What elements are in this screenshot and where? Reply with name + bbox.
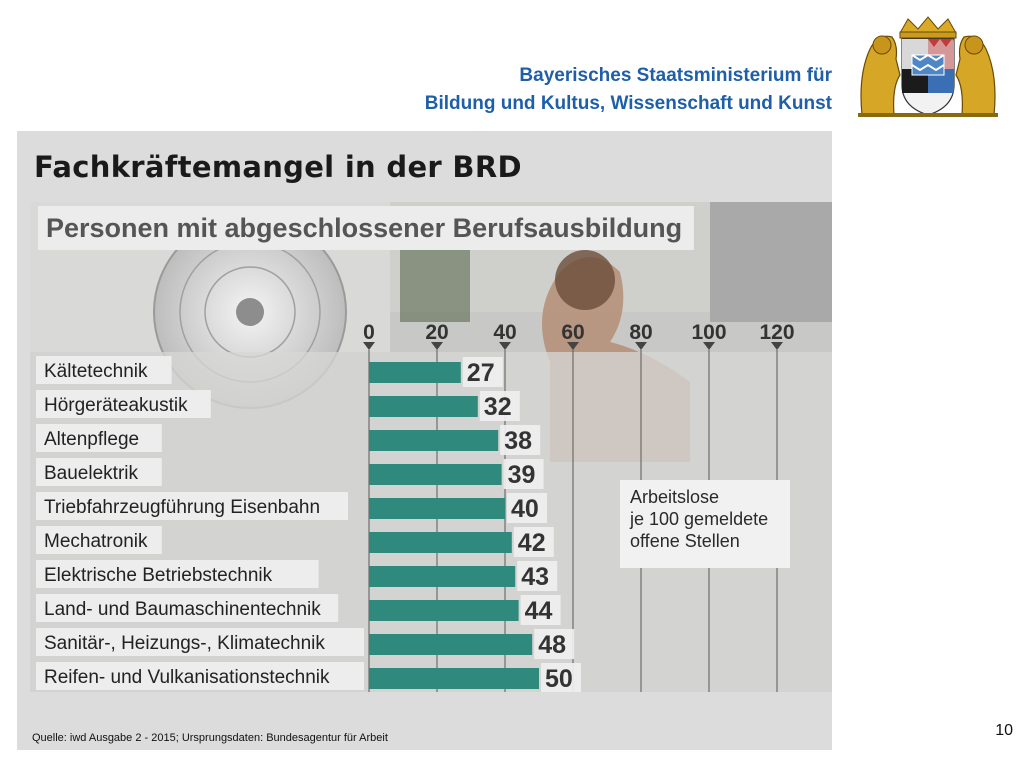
category-label-bg: [36, 594, 339, 622]
tick-marker: [771, 342, 783, 350]
source-note: Quelle: iwd Ausgabe 2 - 2015; Ursprungsd…: [32, 732, 388, 744]
value-label: 39: [508, 461, 536, 489]
category-label: Bauelektrik: [44, 463, 138, 484]
category-label-bg: [36, 458, 162, 486]
ministry-name: Bayerisches Staatsministerium für Bildun…: [425, 62, 832, 118]
value-label: 44: [525, 597, 553, 625]
legend-line-3: offene Stellen: [630, 531, 740, 551]
category-label: Hörgeräteakustik: [44, 395, 188, 416]
chart-photo: 0 20 40 60 80 100 120 Kältetechnik Hörgeräteaku…: [30, 202, 832, 692]
tick-label: 100: [691, 321, 726, 344]
bar: [369, 566, 516, 587]
legend-line-2: je 100 gemeldete: [630, 509, 769, 529]
ministry-line-2: Bildung und Kultus, Wissenschaft und Kun…: [424, 93, 832, 114]
category-label: Altenpflege: [44, 429, 139, 450]
value-label-bg: [534, 629, 575, 659]
tick-marker: [635, 342, 647, 350]
tick-marker: [363, 342, 375, 350]
value-label: 38: [504, 427, 532, 455]
value-label: 40: [511, 495, 539, 523]
category-label: Kältetechnik: [44, 361, 148, 382]
bar: [369, 668, 539, 689]
category-label-bg: [36, 356, 172, 384]
value-label: 48: [538, 631, 566, 659]
value-label: 27: [467, 359, 495, 387]
tick-label: 40: [493, 321, 516, 344]
category-label: Elektrische Betriebstechnik: [44, 565, 273, 586]
chart-subtitle: Personen mit abgeschlossener Berufsausbi…: [38, 206, 695, 250]
bavarian-coat-of-arms-logo: [852, 15, 1004, 119]
category-label-bg: [36, 492, 348, 520]
value-label-bg: [513, 527, 554, 557]
value-label: 32: [484, 393, 512, 421]
legend-line-1: Arbeitslose: [630, 487, 720, 507]
category-label-bg: [36, 662, 364, 690]
tick-marker: [567, 342, 579, 350]
bar: [369, 634, 533, 655]
value-label-bg: [500, 425, 541, 455]
category-label: Reifen- und Vulkanisationstechnik: [44, 667, 330, 688]
category-label: Mechatronik: [44, 531, 148, 552]
value-label: 43: [521, 563, 549, 591]
slide-title: Fachkräftemangel in der BRD: [34, 150, 522, 184]
value-label-bg: [520, 595, 561, 625]
tick-label: 80: [629, 321, 652, 344]
category-label: Triebfahrzeugführung Eisenbahn: [44, 497, 320, 518]
category-label-bg: [36, 390, 211, 418]
tick-label: 60: [561, 321, 584, 344]
bar: [369, 464, 502, 485]
tick-label: 120: [759, 321, 794, 344]
bar: [369, 430, 499, 451]
bar-chart: 0 20 40 60 80 100 120 Kältetechnik Hörgeräteaku…: [30, 202, 832, 692]
category-label-bg: [36, 628, 364, 656]
category-label-bg: [36, 560, 319, 588]
bar: [369, 600, 519, 621]
category-label: Land- und Baumaschinentechnik: [44, 599, 321, 620]
value-label-bg: [503, 459, 544, 489]
category-label-bg: [36, 526, 162, 554]
tick-marker: [703, 342, 715, 350]
tick-marker: [431, 342, 443, 350]
tick-label: 20: [425, 321, 448, 344]
bar: [369, 498, 505, 519]
page-number: 10: [995, 722, 1013, 739]
value-labels: 27 32 38 39 40 42 43 44 48 50: [462, 357, 581, 692]
value-label-bg: [517, 561, 558, 591]
category-labels: Kältetechnik Hörgeräteakustik Altenpflege B…: [36, 356, 364, 690]
tick-marker: [499, 342, 511, 350]
x-axis-ticks: 0 20 40 60 80 100 120: [363, 321, 795, 350]
value-label: 50: [545, 665, 573, 692]
ministry-line-1: Bayerisches Staatsministerium für: [519, 65, 832, 86]
bar: [369, 532, 512, 553]
value-label-bg: [479, 391, 520, 421]
category-label: Sanitär-, Heizungs-, Klimatechnik: [44, 633, 325, 654]
tick-label: 0: [363, 321, 375, 344]
value-label-bg: [541, 663, 581, 692]
value-label-bg: [507, 493, 547, 523]
bars: [369, 362, 539, 689]
category-label-bg: [36, 424, 162, 452]
chart-legend: Arbeitslose je 100 gemeldete offene Stel…: [620, 480, 790, 568]
value-label-bg: [462, 357, 503, 387]
bar: [369, 362, 461, 383]
bar: [369, 396, 478, 417]
value-label: 42: [518, 529, 546, 557]
